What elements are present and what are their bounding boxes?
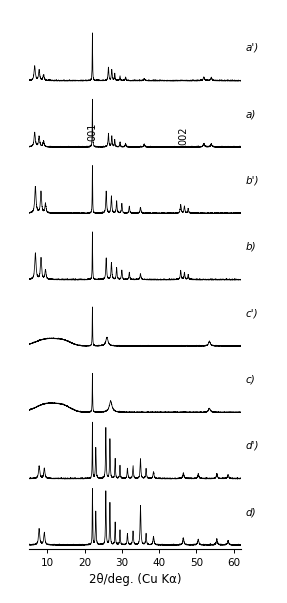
Text: d'): d'): [245, 441, 259, 451]
Text: c'): c'): [245, 308, 258, 318]
Text: 002: 002: [178, 127, 188, 145]
Text: b'): b'): [245, 175, 259, 186]
Text: d): d): [245, 507, 256, 517]
Text: a'): a'): [245, 43, 259, 53]
Text: c): c): [245, 374, 255, 385]
Text: a): a): [245, 109, 256, 119]
Text: b): b): [245, 242, 256, 252]
Text: 001: 001: [88, 122, 97, 140]
X-axis label: 2θ/deg. (Cu Kα): 2θ/deg. (Cu Kα): [89, 573, 181, 586]
